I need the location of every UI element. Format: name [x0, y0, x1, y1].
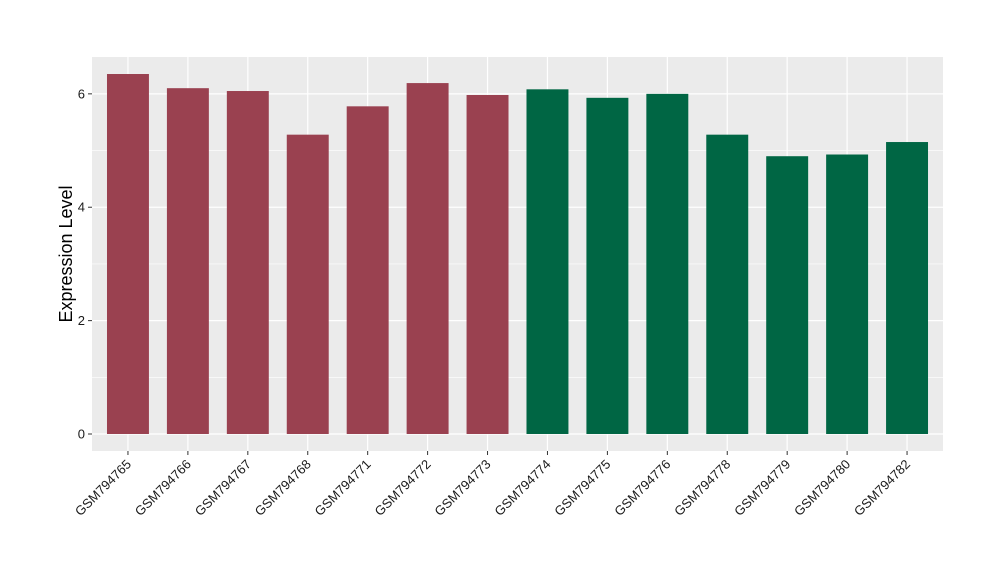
y-tick-label: 4 — [78, 200, 85, 215]
bar-GSM794776 — [646, 93, 689, 434]
bar-GSM794779 — [766, 156, 809, 434]
bar-GSM794782 — [886, 142, 929, 434]
y-axis-title: Expression Level — [56, 185, 76, 322]
x-tick-label: GSM794776 — [611, 457, 673, 519]
bar-GSM794773 — [466, 94, 509, 434]
y-axis: 0 2 4 6 — [78, 86, 92, 441]
x-tick-label: GSM794775 — [551, 457, 613, 519]
y-tick-label: 2 — [78, 313, 85, 328]
x-axis: GSM794765GSM794766GSM794767GSM794768GSM7… — [72, 451, 913, 519]
x-tick-label: GSM794782 — [851, 457, 913, 519]
bar-GSM794775 — [586, 97, 629, 434]
x-tick-label: GSM794772 — [372, 457, 434, 519]
bar-GSM794780 — [826, 154, 869, 434]
x-tick-label: GSM794778 — [671, 457, 733, 519]
bar-GSM794767 — [226, 91, 269, 434]
bar-GSM794774 — [526, 89, 569, 434]
bar-GSM794778 — [706, 134, 749, 434]
bar-GSM794765 — [106, 74, 149, 434]
x-tick-label: GSM794779 — [731, 457, 793, 519]
x-tick-label: GSM794766 — [132, 457, 194, 519]
bar-GSM794771 — [346, 106, 389, 434]
y-tick-label: 6 — [78, 86, 85, 101]
plot-panel — [92, 57, 943, 451]
bars — [106, 74, 929, 434]
bar-GSM794766 — [166, 88, 209, 434]
x-tick-label: GSM794768 — [252, 457, 314, 519]
bar-GSM794768 — [286, 134, 329, 434]
x-tick-label: GSM794780 — [791, 457, 853, 519]
x-tick-label: GSM794771 — [312, 457, 374, 519]
x-tick-label: GSM794774 — [491, 457, 553, 519]
x-tick-label: GSM794767 — [192, 457, 254, 519]
x-tick-label: GSM794773 — [431, 457, 493, 519]
bar-GSM794772 — [406, 83, 449, 434]
y-tick-label: 0 — [78, 426, 85, 441]
x-tick-label: GSM794765 — [72, 457, 134, 519]
